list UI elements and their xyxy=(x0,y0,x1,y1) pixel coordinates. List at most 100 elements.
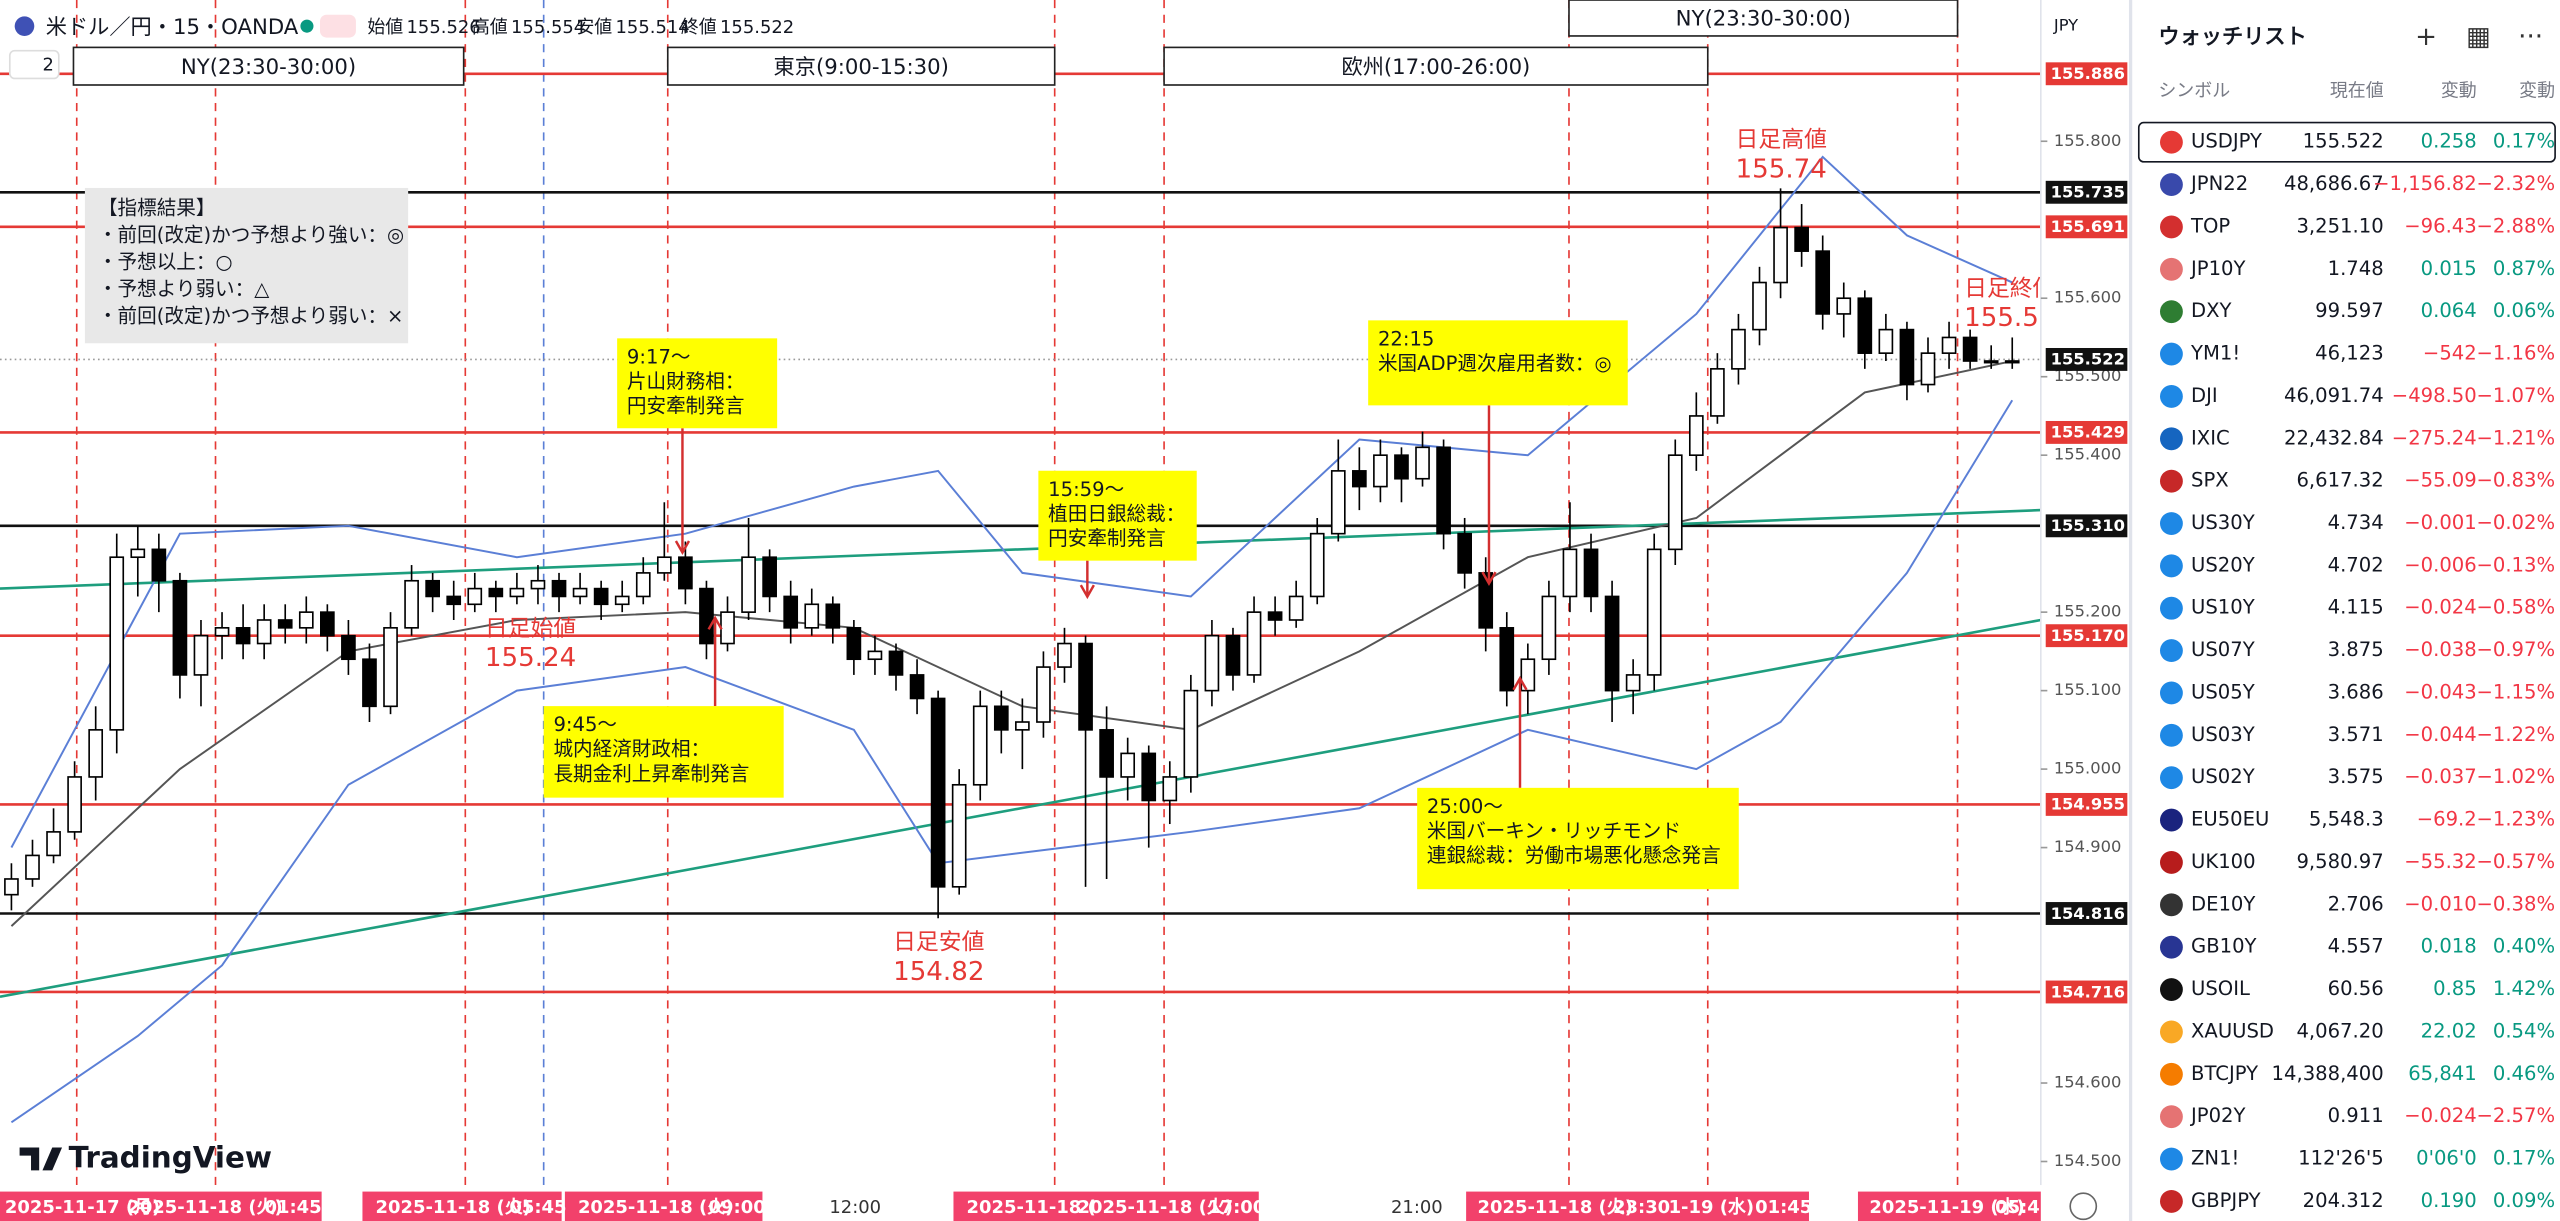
watch-symbol[interactable]: USOIL xyxy=(2191,977,2250,1000)
candle-body xyxy=(930,697,946,888)
watch-change: −542 xyxy=(2423,342,2477,365)
y-tick-label: 154.900 xyxy=(2054,837,2121,856)
candle-body xyxy=(1394,454,1409,480)
watchlist-action[interactable]: + xyxy=(2415,22,2437,52)
candle-body xyxy=(909,674,925,700)
ohlc-value: 155.522 xyxy=(720,17,794,38)
y-tick-label: 155.800 xyxy=(2054,131,2121,150)
level-label: 155.735 xyxy=(2051,183,2125,202)
watch-symbol[interactable]: ZN1! xyxy=(2191,1147,2239,1170)
watch-price: 0.911 xyxy=(2328,1104,2384,1127)
level-tag xyxy=(2045,347,2128,371)
watch-symbol[interactable]: IXIC xyxy=(2191,426,2230,449)
watch-symbol[interactable]: DJI xyxy=(2191,384,2218,407)
watch-change: 0'06'0 xyxy=(2416,1147,2477,1170)
watch-symbol[interactable]: US03Y xyxy=(2191,723,2255,746)
watch-symbol[interactable]: JPN22 xyxy=(2189,172,2248,195)
ohlc-value: 155.514 xyxy=(616,17,690,38)
indicator-toggle[interactable] xyxy=(320,14,356,38)
watch-symbol[interactable]: DE10Y xyxy=(2191,892,2255,915)
candle-body xyxy=(214,627,230,637)
watch-price: 112'26'5 xyxy=(2298,1147,2384,1170)
watch-symbol[interactable]: US20Y xyxy=(2191,553,2255,576)
symbol-icon xyxy=(2160,554,2183,578)
watch-symbol[interactable]: GB10Y xyxy=(2191,935,2257,958)
candle-body xyxy=(1436,446,1451,535)
watch-symbol[interactable]: YM1! xyxy=(2190,342,2240,365)
watch-symbol[interactable]: EU50EU xyxy=(2191,808,2269,831)
symbol-icon xyxy=(2160,723,2183,747)
watch-symbol[interactable]: US02Y xyxy=(2191,765,2255,788)
watch-symbol[interactable]: US07Y xyxy=(2191,638,2255,661)
candle-body xyxy=(256,619,272,645)
candle-body xyxy=(1899,328,1915,386)
time-label: 23:30 xyxy=(1613,1197,1670,1218)
watch-symbol[interactable]: DXY xyxy=(2191,299,2231,322)
watch-symbol[interactable]: USDJPY xyxy=(2191,130,2262,153)
watch-change-pct: −2.57% xyxy=(2476,1104,2555,1127)
watch-price: 4.734 xyxy=(2328,511,2384,534)
watch-price: 4.115 xyxy=(2328,596,2384,619)
watch-symbol[interactable]: JP10Y xyxy=(2189,257,2245,280)
watch-change: −55.32 xyxy=(2404,850,2476,873)
candle-body xyxy=(551,579,567,598)
candle-body xyxy=(25,854,40,880)
watch-change-pct: −0.38% xyxy=(2476,892,2555,915)
layout-count[interactable]: 2 xyxy=(42,54,53,75)
watch-change-pct: 0.87% xyxy=(2493,257,2555,280)
symbol-icon xyxy=(2160,257,2183,281)
daily-value: 155.24 xyxy=(485,643,576,673)
result-line: ・予想以上：○ xyxy=(98,251,233,274)
watch-change: 0.064 xyxy=(2421,299,2477,322)
y-tick-label: 154.600 xyxy=(2054,1073,2121,1092)
watch-change-pct: −1.15% xyxy=(2476,680,2555,703)
candle-body xyxy=(425,579,440,598)
time-label: 01:45 xyxy=(264,1197,321,1218)
watch-symbol[interactable]: US05Y xyxy=(2191,680,2255,703)
candle-body xyxy=(1962,336,1978,362)
time-highlight xyxy=(0,1191,322,1221)
candle-body xyxy=(656,556,672,574)
level-tag xyxy=(2045,902,2128,925)
daily-label: 日足高値 xyxy=(1736,127,1827,153)
watch-symbol[interactable]: TOP xyxy=(2190,214,2230,237)
ohlc-label: 始値 xyxy=(367,17,403,38)
note-text: 長期金利上昇牽制発言 xyxy=(553,762,749,785)
watchlist-action[interactable]: ··· xyxy=(2518,22,2543,52)
watch-symbol[interactable]: GBPJPY xyxy=(2191,1189,2261,1212)
watch-symbol[interactable]: BTCJPY xyxy=(2191,1062,2258,1085)
watch-price: 14,388,400 xyxy=(2272,1062,2384,1085)
currency: JPY xyxy=(2053,16,2078,35)
watchlist-title[interactable]: ウォッチリスト xyxy=(2158,25,2306,50)
candle-body xyxy=(1225,634,1241,676)
watch-price: 204.312 xyxy=(2303,1189,2384,1212)
candle-body xyxy=(1162,776,1178,802)
watch-symbol[interactable]: US10Y xyxy=(2191,596,2255,619)
watch-symbol[interactable]: SPX xyxy=(2191,469,2229,492)
symbol-icon xyxy=(2160,1062,2183,1086)
note-text: 片山財務相： xyxy=(627,370,744,393)
layout-button[interactable] xyxy=(8,49,60,80)
watch-change-pct: −1.22% xyxy=(2476,723,2555,746)
candle-body xyxy=(1878,328,1894,354)
time-label: 01:45 xyxy=(1755,1197,1812,1218)
trendline xyxy=(0,618,2042,998)
candle-body xyxy=(2004,360,2020,364)
watch-change: −1,156.82 xyxy=(2373,172,2477,195)
note-text: 25:00～ xyxy=(1427,795,1503,818)
watch-symbol[interactable]: US30Y xyxy=(2191,511,2255,534)
candle-body xyxy=(1457,532,1472,574)
watch-change-pct: 0.06% xyxy=(2493,299,2555,322)
watch-symbol[interactable]: UK100 xyxy=(2191,850,2256,873)
settings-button[interactable] xyxy=(2069,1192,2098,1221)
watch-symbol[interactable]: XAUUSD xyxy=(2191,1019,2274,1042)
note-arrowhead xyxy=(674,540,691,555)
watch-price: 155.522 xyxy=(2303,130,2384,153)
watchlist-action[interactable]: ▦ xyxy=(2466,22,2491,52)
watch-price: 46,091.74 xyxy=(2284,384,2384,407)
watch-symbol[interactable]: JP02Y xyxy=(2189,1104,2245,1127)
candle-body xyxy=(1373,454,1388,488)
candle-body xyxy=(1246,611,1262,676)
note-arrowhead xyxy=(1512,675,1528,691)
